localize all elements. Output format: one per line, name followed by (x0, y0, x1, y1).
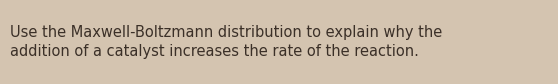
Text: Use the Maxwell-Boltzmann distribution to explain why the
addition of a catalyst: Use the Maxwell-Boltzmann distribution t… (10, 25, 442, 59)
